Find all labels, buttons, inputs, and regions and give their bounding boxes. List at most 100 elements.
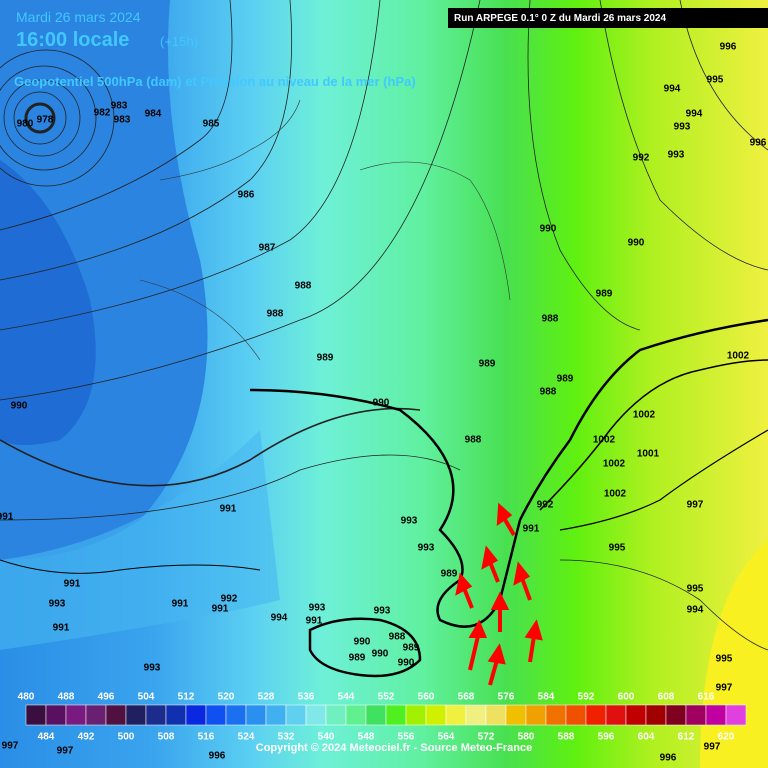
scale-label: 596: [598, 732, 615, 743]
isobar-label: 991: [220, 504, 237, 515]
arrow-head: [455, 572, 473, 596]
scale-swatch: [545, 704, 567, 726]
isobar: [0, 49, 115, 187]
scale-swatch: [185, 704, 207, 726]
scale-swatch: [345, 704, 367, 726]
scale-swatch: [445, 704, 467, 726]
isobar: [0, 0, 233, 231]
isobar-label: 995: [609, 543, 626, 554]
scale-label: 576: [498, 692, 515, 703]
isobar: [599, 0, 768, 271]
scale-label: 588: [558, 732, 575, 743]
coastline: [518, 318, 768, 521]
isobar-label: 997: [2, 741, 19, 752]
scale-label: 508: [158, 732, 175, 743]
scale-label: 496: [98, 692, 115, 703]
isobar-label: 991: [212, 604, 229, 615]
scale-swatch: [205, 704, 227, 726]
isobar-label: 993: [401, 516, 418, 527]
time: 16:00 locale: [16, 29, 129, 51]
date: Mardi 26 mars 2024: [16, 9, 141, 25]
arrow: [488, 659, 499, 686]
scale-label: 520: [218, 692, 235, 703]
scale-label: 608: [658, 692, 675, 703]
coastline: [308, 617, 422, 678]
isobar-label: 990: [11, 401, 28, 412]
scale-swatch: [665, 704, 687, 726]
color-scale: 480 484 488 492 496 500 504 508 512 516 520 524 528 5…: [18, 692, 747, 743]
scale-swatch: [585, 704, 607, 726]
isobar-label: 996: [720, 42, 737, 53]
isobar: [0, 65, 97, 171]
isobar-label: 994: [686, 109, 703, 120]
border: [359, 161, 511, 301]
isobar-label: 993: [49, 599, 66, 610]
isobar-label: 988: [540, 387, 557, 398]
field-light-blue: [0, 430, 280, 650]
scale-label: 504: [138, 692, 155, 703]
scale-swatch: [245, 704, 267, 726]
isobar-label: 991: [53, 623, 70, 634]
scale-label: 584: [538, 692, 555, 703]
scale-label: 580: [518, 732, 535, 743]
isobar: [13, 91, 67, 145]
scale-label: 604: [638, 732, 655, 743]
scale-swatch: [705, 704, 727, 726]
scale-swatch: [505, 704, 527, 726]
isobar-label: 1002: [604, 489, 627, 500]
isobar: [0, 454, 461, 521]
arrow-head: [513, 561, 531, 586]
isobar-label: 1002: [593, 435, 616, 446]
coastline: [539, 359, 768, 511]
isobar-label: 997: [716, 683, 733, 694]
isobar-label: 983: [111, 101, 128, 112]
scale-label: 600: [618, 692, 635, 703]
isobar-label: 993: [668, 150, 685, 161]
isobar-label: 994: [271, 613, 288, 624]
scale-label: 620: [718, 732, 735, 743]
scale-label: 552: [378, 692, 395, 703]
isobar: [0, 0, 293, 281]
scale-swatch: [425, 704, 447, 726]
scale-label: 488: [58, 692, 75, 703]
scale-label: 512: [178, 692, 195, 703]
isobar-label: 989: [557, 374, 574, 385]
isobar-label: 997: [57, 746, 74, 757]
low-label: 980: [17, 119, 34, 130]
isobar: [559, 559, 768, 651]
isobar-label: 1002: [727, 351, 750, 362]
isobar-label: 988: [295, 281, 312, 292]
isobar-label: 993: [309, 603, 326, 614]
arrow-head: [481, 545, 499, 570]
scale-swatch: [725, 704, 747, 726]
arrow: [462, 587, 474, 609]
isobar-label: 990: [373, 398, 390, 409]
arrow-head: [468, 619, 487, 638]
isobar-label: 990: [540, 224, 557, 235]
isobar-label: 989: [403, 643, 420, 654]
isobar-label: 982: [94, 108, 111, 119]
isobar-label: 991: [172, 599, 189, 610]
scale-label: 572: [478, 732, 495, 743]
scale-swatch: [385, 704, 407, 726]
arrow: [528, 635, 536, 663]
isobar-label: 989: [441, 569, 458, 580]
isobar: [0, 0, 481, 401]
isobar-label: 993: [144, 663, 161, 674]
isobar-label: 991: [306, 616, 323, 627]
arrow: [468, 635, 480, 671]
isobar-label: 995: [687, 584, 704, 595]
scale-label: 536: [298, 692, 315, 703]
scale-swatch: [365, 704, 387, 726]
scale-swatch: [105, 704, 127, 726]
isobar-label: 983: [114, 115, 131, 126]
scale-label: 540: [318, 732, 335, 743]
isobar-label: 996: [209, 751, 226, 762]
isobar-label: 996: [750, 138, 767, 149]
isobar: [0, 0, 381, 331]
scale-swatch: [285, 704, 307, 726]
isobar-label: 991: [523, 524, 540, 535]
scale-swatch: [525, 704, 547, 726]
